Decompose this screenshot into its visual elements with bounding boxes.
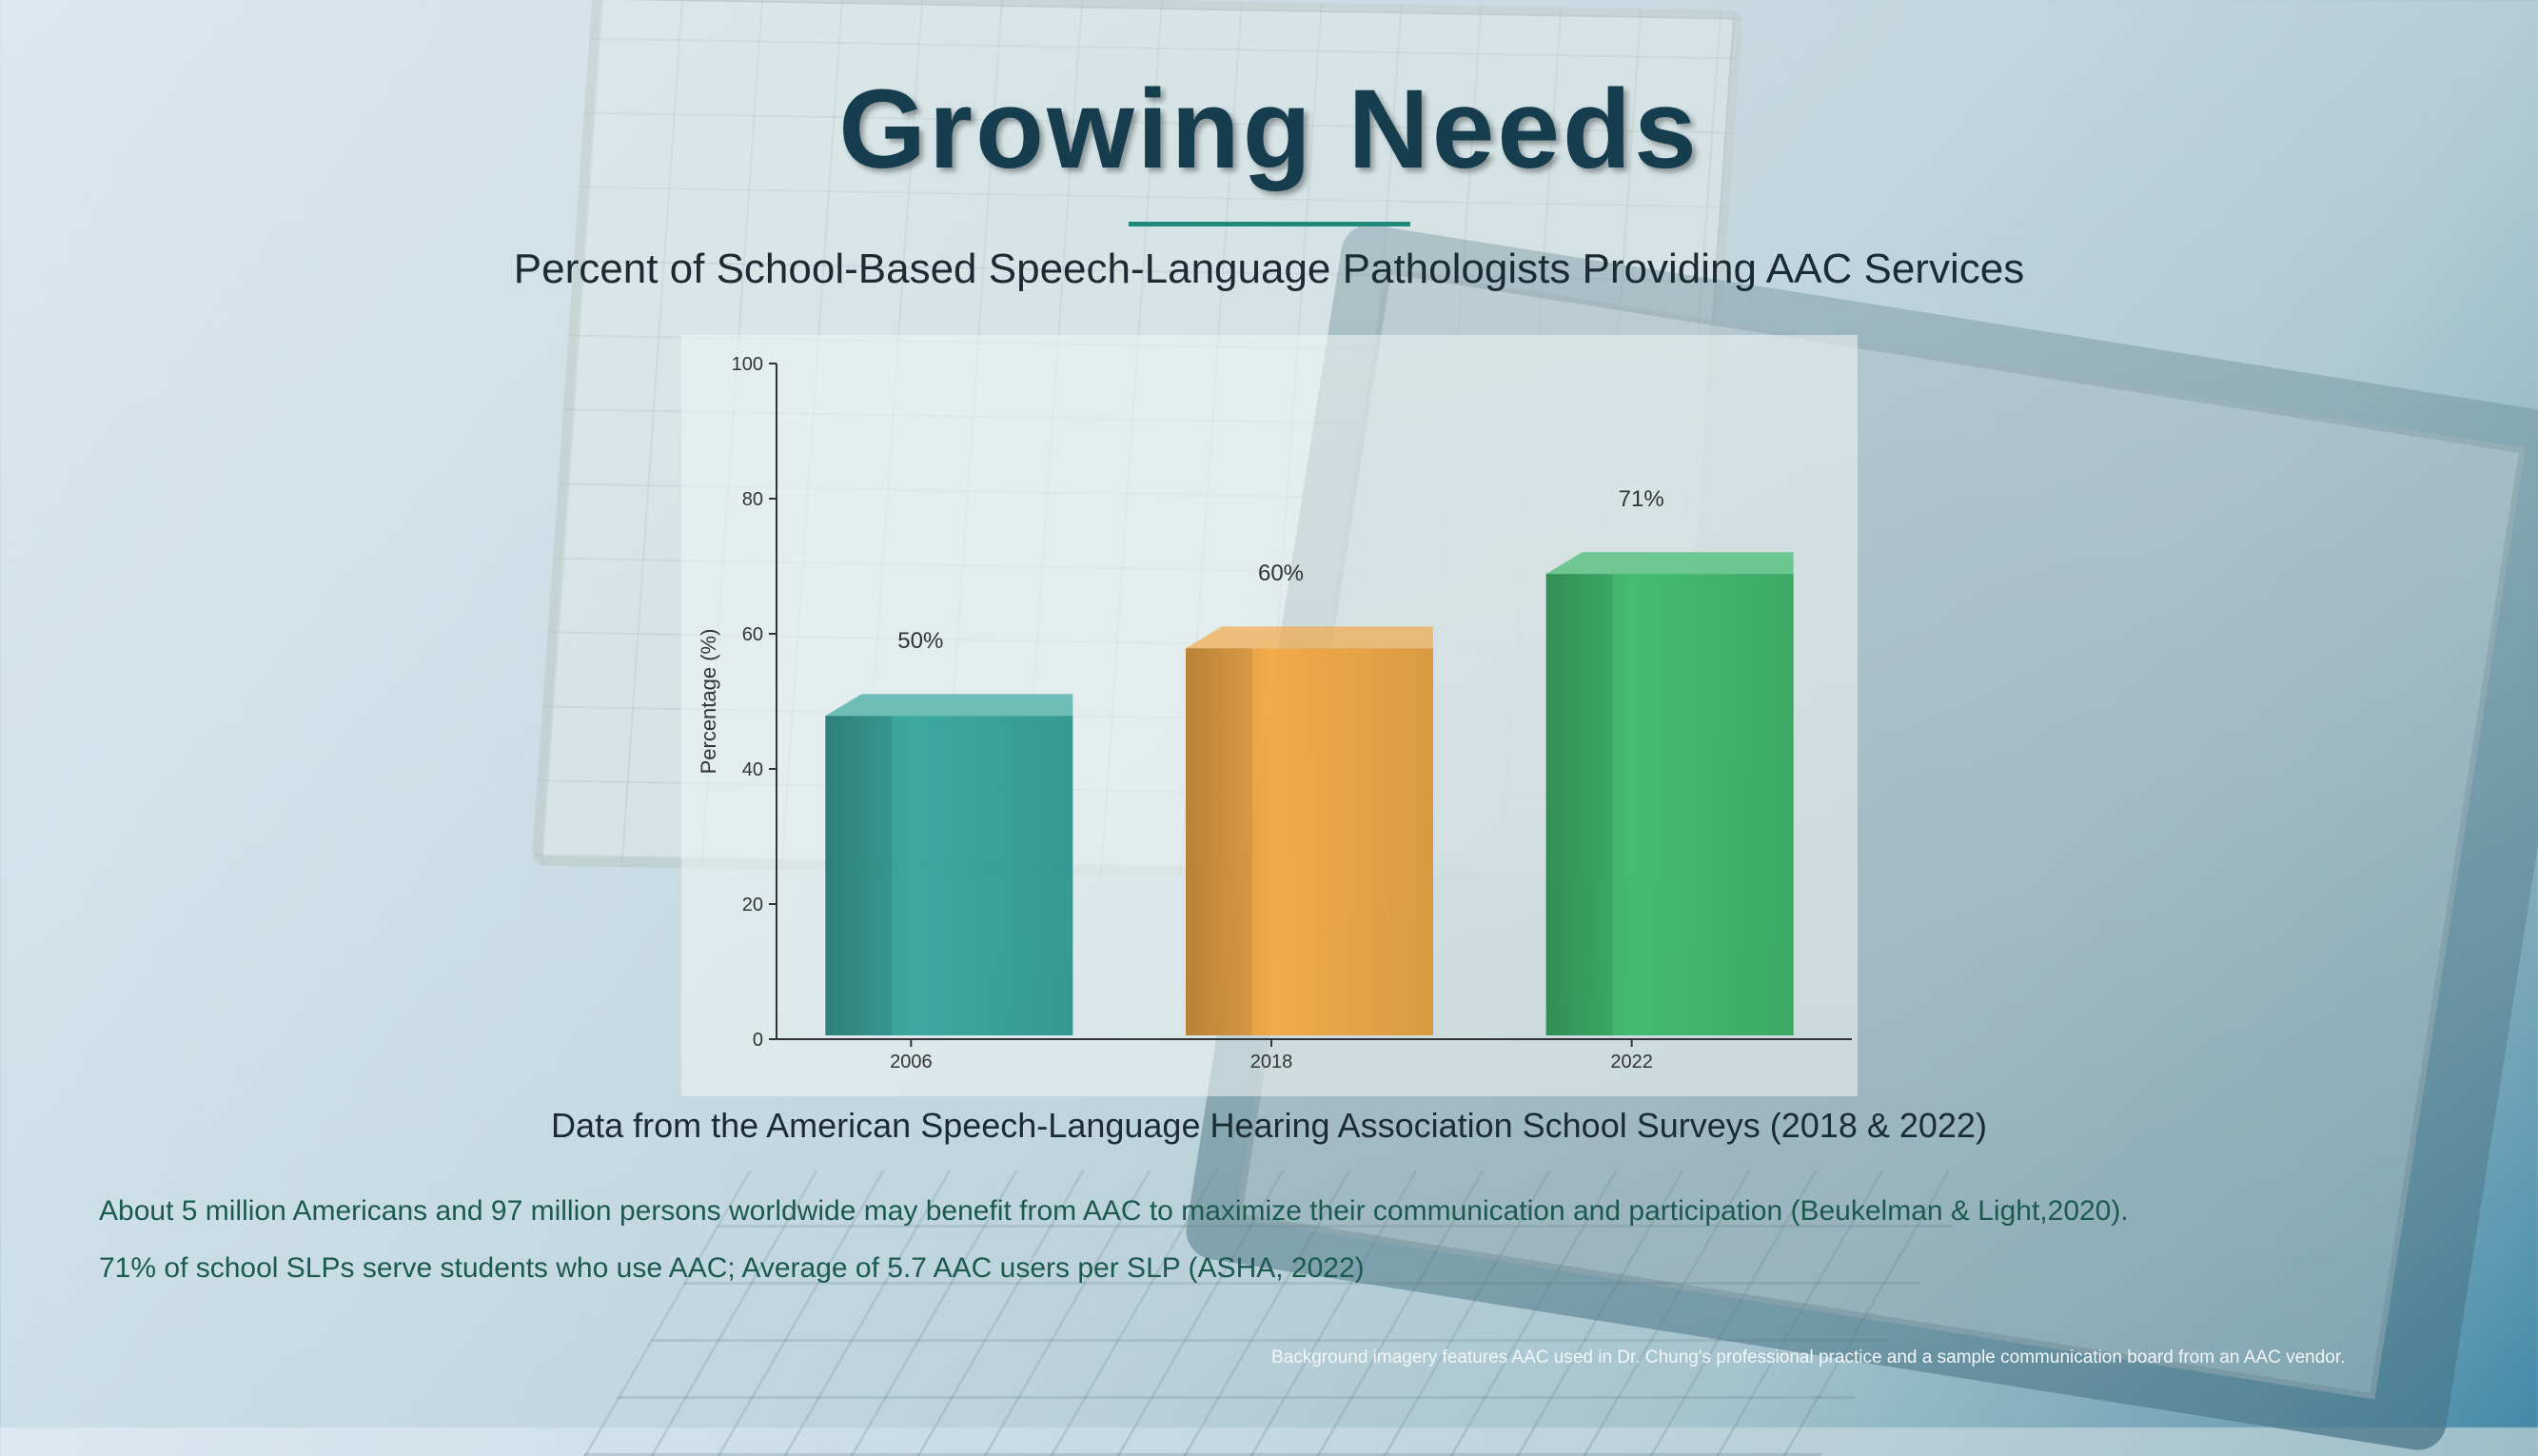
data-label-2018: 60% — [1258, 561, 1304, 586]
y-axis-title: Percentage (%) — [697, 629, 720, 775]
data-source: Data from the American Speech-Language H… — [551, 1106, 1987, 1145]
y-tick-label: 40 — [742, 759, 763, 780]
chart-subtitle: Percent of School-Based Speech-Language … — [513, 246, 2025, 292]
data-label-2006: 50% — [897, 628, 943, 654]
bar-top-face — [1186, 626, 1433, 649]
slide-title: Growing Needs — [838, 67, 1700, 192]
data-label-2022: 71% — [1619, 486, 1664, 512]
bar-side-shadow — [825, 716, 893, 1035]
bar-side-shadow — [1186, 648, 1252, 1035]
y-tick-label: 0 — [753, 1030, 763, 1051]
bar-chart: 0 20 40 60 80 100 Percentage (%) 50% 2006 60% 201… — [697, 354, 1852, 1072]
bar-shading — [1186, 648, 1433, 1035]
bar-2006 — [825, 694, 1073, 1035]
image-credit: Background imagery features AAC used in … — [1271, 1348, 2346, 1367]
y-tick-label: 80 — [742, 489, 763, 510]
y-tick-label: 100 — [732, 354, 763, 375]
bar-shading — [1545, 574, 1794, 1035]
bar-shading — [825, 716, 1073, 1035]
note-slp-statistics: 71% of school SLPs serve students who us… — [99, 1252, 1365, 1284]
x-tick-label: 2018 — [1250, 1052, 1293, 1072]
y-tick-label: 20 — [742, 895, 763, 915]
bar-2018 — [1186, 626, 1433, 1035]
y-tick-label: 60 — [742, 624, 763, 645]
x-tick-label: 2006 — [890, 1052, 933, 1072]
note-aac-population: About 5 million Americans and 97 million… — [99, 1195, 2129, 1227]
bar-top-face — [1545, 552, 1794, 575]
bar-2022 — [1545, 552, 1794, 1035]
title-underline — [1129, 222, 1410, 226]
bar-side-shadow — [1545, 574, 1613, 1035]
bar-top-face — [825, 694, 1073, 717]
x-tick-label: 2022 — [1610, 1052, 1653, 1072]
